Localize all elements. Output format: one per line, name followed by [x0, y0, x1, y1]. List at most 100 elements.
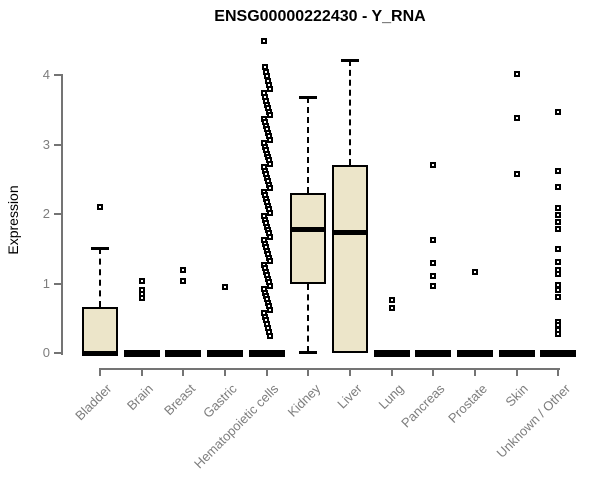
outlier-point	[266, 209, 273, 216]
y-tick-label: 3	[42, 136, 50, 152]
outlier-point	[513, 170, 520, 177]
x-tick	[99, 369, 101, 376]
median-line	[82, 351, 118, 356]
median-line	[290, 227, 327, 233]
y-axis-label: Expression	[5, 185, 21, 255]
box-zero-bar	[207, 350, 243, 357]
outlier-point	[260, 37, 267, 44]
upper-whisker-cap	[341, 58, 359, 62]
box	[290, 193, 327, 285]
y-tick	[54, 352, 62, 354]
x-tick-label: Bladder	[72, 381, 115, 424]
y-tick-label: 0	[42, 345, 50, 360]
x-tick-label: Pancreas	[398, 381, 448, 431]
outlier-point	[430, 272, 437, 279]
outlier-point	[430, 283, 437, 290]
outlier-point	[266, 136, 273, 143]
y-tick	[54, 282, 62, 285]
box-zero-bar	[373, 350, 410, 357]
box-zero-bar	[123, 350, 160, 357]
x-tick	[474, 369, 476, 376]
x-tick	[265, 369, 268, 376]
x-tick	[390, 369, 393, 376]
outlier-point	[97, 204, 103, 211]
upper-whisker	[307, 96, 310, 194]
outlier-point	[430, 161, 437, 168]
x-tick-label: Kidney	[284, 381, 323, 420]
outlier-point	[513, 70, 520, 77]
outlier-point	[266, 332, 273, 339]
outlier-point	[555, 286, 562, 293]
x-tick	[140, 369, 143, 376]
upper-whisker	[349, 59, 351, 165]
outlier-point	[266, 233, 273, 240]
box-zero-bar	[457, 350, 493, 357]
x-tick	[349, 369, 351, 376]
upper-whisker	[99, 248, 101, 308]
outlier-point	[430, 236, 437, 243]
outlier-point	[555, 270, 562, 277]
outlier-point	[388, 297, 395, 304]
lower-whisker	[307, 284, 310, 353]
y-tick-label: 2	[42, 206, 50, 221]
lower-whisker-cap	[299, 351, 318, 355]
box-zero-bar	[540, 350, 577, 357]
outlier-point	[222, 283, 228, 290]
x-axis-line	[99, 368, 560, 370]
outlier-point	[555, 330, 562, 337]
box-zero-bar	[498, 350, 535, 357]
outlier-point	[555, 183, 562, 190]
upper-whisker-cap	[299, 95, 318, 99]
box-zero-bar	[165, 350, 202, 357]
x-tick	[557, 369, 560, 376]
y-tick-label: 1	[42, 275, 50, 291]
outlier-point	[555, 225, 562, 232]
box-zero-bar	[248, 350, 285, 357]
chart-title: ENSG00000222430 - Y_RNA	[214, 8, 426, 25]
outlier-point	[555, 108, 562, 115]
outlier-point	[555, 167, 562, 174]
outlier-point	[266, 258, 273, 265]
x-tick	[224, 369, 226, 376]
outlier-point	[555, 218, 562, 225]
outlier-point	[266, 85, 273, 92]
median-line	[332, 230, 368, 236]
y-tick	[54, 213, 62, 215]
x-tick	[182, 369, 185, 376]
x-tick-label: Unknown / Other	[493, 381, 573, 461]
y-tick	[54, 74, 62, 76]
outlier-point	[555, 258, 562, 265]
y-tick	[54, 143, 62, 146]
outlier-point	[472, 269, 478, 276]
outlier-point	[266, 112, 273, 119]
upper-whisker-cap	[91, 247, 109, 251]
outlier-point	[555, 205, 562, 212]
x-tick	[515, 369, 518, 376]
outlier-point	[555, 246, 562, 253]
x-tick-label: Breast	[160, 381, 198, 419]
x-tick-label: Prostate	[444, 381, 490, 426]
outlier-point	[430, 259, 437, 266]
box	[82, 307, 118, 353]
outlier-point	[266, 282, 273, 289]
x-tick-label: Liver	[334, 381, 365, 412]
outlier-point	[555, 211, 562, 218]
x-tick-label: Lung	[375, 381, 407, 413]
outlier-point	[388, 304, 395, 311]
box	[332, 164, 368, 353]
outlier-point	[266, 160, 273, 167]
outlier-point	[266, 306, 273, 313]
x-tick-label: Gastric	[199, 381, 240, 421]
x-tick-label: Skin	[502, 381, 532, 410]
outlier-point	[138, 295, 145, 302]
x-tick	[432, 369, 435, 376]
outlier-point	[266, 185, 273, 192]
outlier-point	[513, 115, 520, 122]
outlier-point	[180, 266, 187, 273]
outlier-point	[555, 293, 562, 300]
outlier-point	[180, 278, 187, 285]
x-tick	[307, 369, 310, 376]
x-tick-label: Brain	[124, 381, 157, 414]
outlier-point	[138, 278, 145, 285]
